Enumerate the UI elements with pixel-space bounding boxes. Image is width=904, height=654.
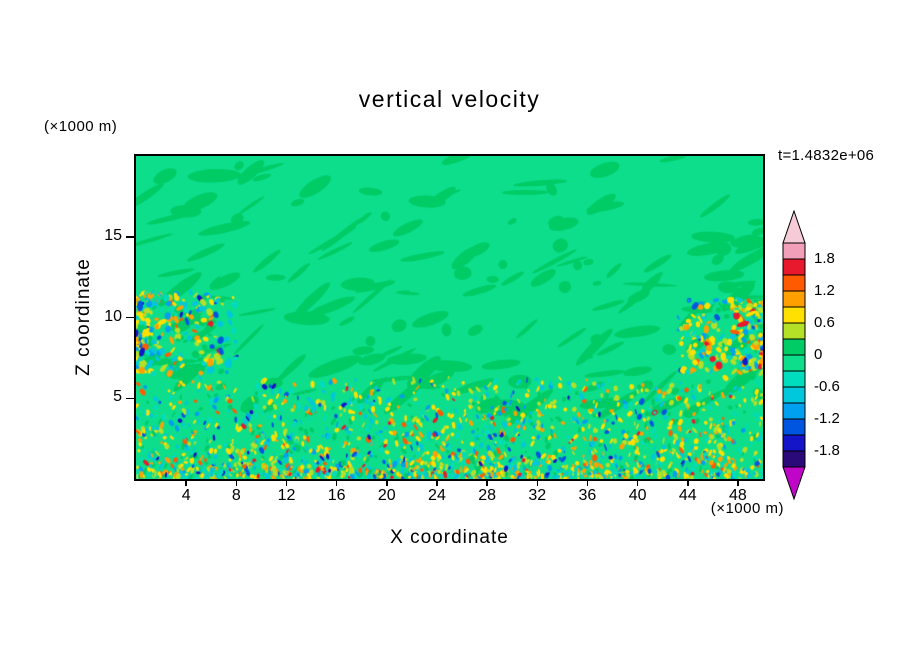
colorbar-band [782, 290, 806, 308]
colorbar-tick-label: 0 [814, 346, 823, 363]
colorbar-band [782, 434, 806, 452]
colorbar-tick-label: -0.6 [814, 378, 840, 395]
x-tick-label: 28 [478, 487, 496, 504]
x-tick-mark [636, 479, 639, 486]
x-tick-mark [335, 479, 338, 486]
colorbar-band [782, 274, 806, 292]
x-tick-label: 12 [277, 487, 296, 504]
colorbar-band [782, 354, 806, 372]
colorbar-tick-label: -1.8 [814, 442, 840, 459]
colorbar-bottom-arrow [782, 466, 806, 501]
colorbar-band [782, 418, 806, 436]
x-tick-mark [235, 479, 238, 486]
x-tick-label: 48 [729, 487, 747, 504]
y-tick-mark [126, 236, 134, 238]
y-tick-label: 10 [104, 307, 122, 325]
x-tick-mark [386, 479, 388, 486]
x-tick-label: 24 [428, 487, 446, 504]
colorbar-band [782, 258, 806, 276]
x-tick-label: 4 [181, 487, 191, 504]
x-tick-mark [737, 479, 739, 486]
x-axis-unit-label: (×1000 m) [710, 500, 784, 517]
colorbar-band [782, 386, 806, 404]
x-tick-mark [185, 479, 187, 486]
x-tick-label: 36 [578, 487, 597, 504]
colorbar-tick-label: 0.6 [814, 314, 835, 331]
colorbar-band [782, 450, 806, 468]
x-tick-label: 8 [231, 487, 241, 504]
x-tick-mark [285, 479, 288, 486]
y-axis-unit-label: (×1000 m) [44, 118, 118, 135]
time-annotation: t=1.4832e+06 [778, 147, 875, 164]
x-tick-mark [436, 479, 438, 486]
plot-title: vertical velocity [358, 86, 541, 112]
x-tick-label: 32 [528, 487, 547, 504]
x-tick-label: 16 [327, 487, 346, 504]
contour-field-canvas [136, 156, 763, 479]
colorbar-tick-label: -1.2 [814, 410, 840, 427]
y-tick-label: 5 [113, 388, 122, 406]
colorbar [782, 210, 806, 501]
colorbar-tick-label: 1.8 [814, 250, 835, 267]
x-tick-mark [486, 479, 488, 486]
colorbar-band [782, 370, 806, 388]
x-tick-mark [586, 479, 589, 486]
y-tick-mark [126, 397, 134, 399]
colorbar-band [782, 322, 806, 340]
x-tick-label: 40 [628, 487, 647, 504]
colorbar-band [782, 242, 806, 260]
plot-area [134, 154, 765, 481]
x-axis-title: X coordinate [390, 527, 509, 548]
colorbar-band [782, 338, 806, 356]
colorbar-band [782, 306, 806, 324]
y-tick-label: 15 [104, 226, 122, 244]
x-tick-label: 44 [678, 487, 697, 504]
x-tick-mark [536, 479, 539, 486]
y-tick-mark [126, 316, 134, 319]
colorbar-tick-label: 1.2 [814, 282, 835, 299]
colorbar-top-arrow [782, 210, 806, 244]
colorbar-band [782, 402, 806, 420]
x-tick-label: 20 [377, 487, 396, 504]
x-tick-mark [687, 479, 689, 486]
